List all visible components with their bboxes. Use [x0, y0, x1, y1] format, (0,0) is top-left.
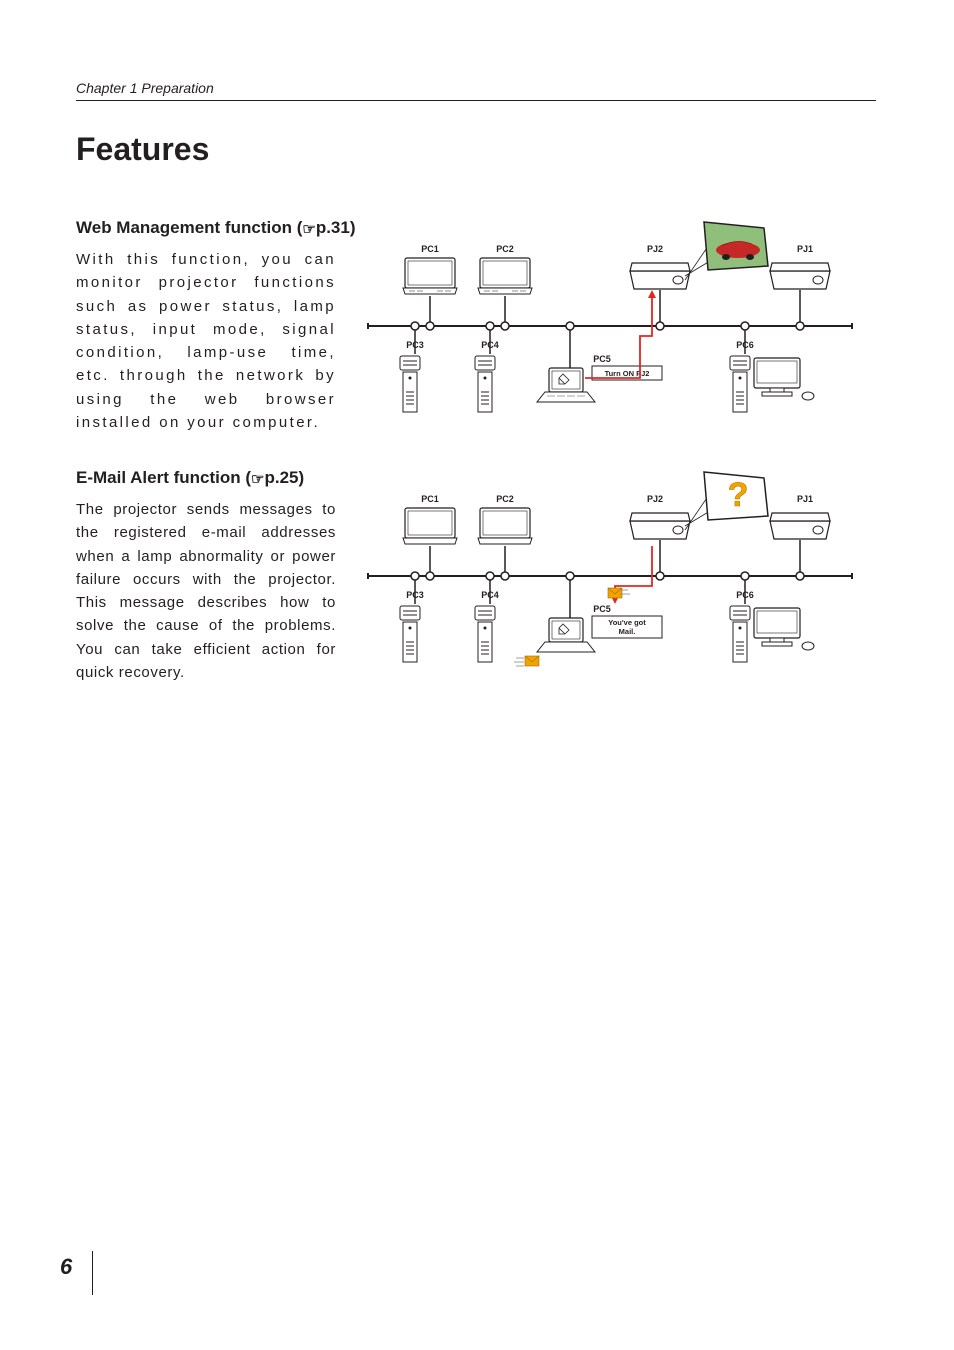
- projector-icon: [630, 263, 690, 289]
- svg-text:?: ?: [728, 476, 749, 514]
- feature-body: With this function, you can monitor proj…: [76, 248, 336, 434]
- page-number: 6: [60, 1254, 72, 1280]
- feature-title: E-Mail Alert function (☞p.25): [76, 468, 336, 488]
- svg-text:PC2: PC2: [496, 244, 514, 254]
- svg-text:PC2: PC2: [496, 494, 514, 504]
- envelope-icon: [525, 656, 539, 666]
- feature-web-management: Web Management function (☞p.31) With thi…: [76, 218, 876, 448]
- svg-text:PJ2: PJ2: [647, 244, 663, 254]
- svg-text:PC3: PC3: [406, 590, 424, 600]
- svg-text:PC5: PC5: [593, 354, 611, 364]
- svg-text:Turn ON PJ2: Turn ON PJ2: [605, 369, 650, 378]
- feature-email-alert: E-Mail Alert function (☞p.25) The projec…: [76, 468, 876, 698]
- svg-text:PC3: PC3: [406, 340, 424, 350]
- svg-text:Mail.: Mail.: [619, 627, 636, 636]
- page-title: Features: [76, 131, 876, 168]
- network-diagram-web: PC1 PC2: [360, 218, 876, 448]
- svg-text:You've got: You've got: [608, 618, 646, 627]
- page-content: Chapter 1 Preparation Features Web Manag…: [76, 80, 876, 718]
- feature-body: The projector sends messages to the regi…: [76, 498, 336, 684]
- svg-text:PJ2: PJ2: [647, 494, 663, 504]
- tower-pc-icon: [400, 356, 420, 412]
- feature-title: Web Management function (☞p.31): [76, 218, 336, 238]
- pointer-icon: ☞: [251, 470, 264, 488]
- svg-text:PC1: PC1: [421, 244, 439, 254]
- svg-text:PC4: PC4: [481, 590, 499, 600]
- page-number-divider: [92, 1251, 93, 1295]
- svg-text:PJ1: PJ1: [797, 494, 813, 504]
- svg-text:PC5: PC5: [593, 604, 611, 614]
- svg-text:PC1: PC1: [421, 494, 439, 504]
- pointer-icon: ☞: [302, 220, 315, 238]
- svg-text:PJ1: PJ1: [797, 244, 813, 254]
- svg-text:PC6: PC6: [736, 340, 754, 350]
- svg-text:PC6: PC6: [736, 590, 754, 600]
- envelope-icon: [608, 588, 622, 598]
- network-diagram-email: PC1 PC2 PJ2: [360, 468, 876, 698]
- svg-text:PC4: PC4: [481, 340, 499, 350]
- chapter-header: Chapter 1 Preparation: [76, 80, 876, 101]
